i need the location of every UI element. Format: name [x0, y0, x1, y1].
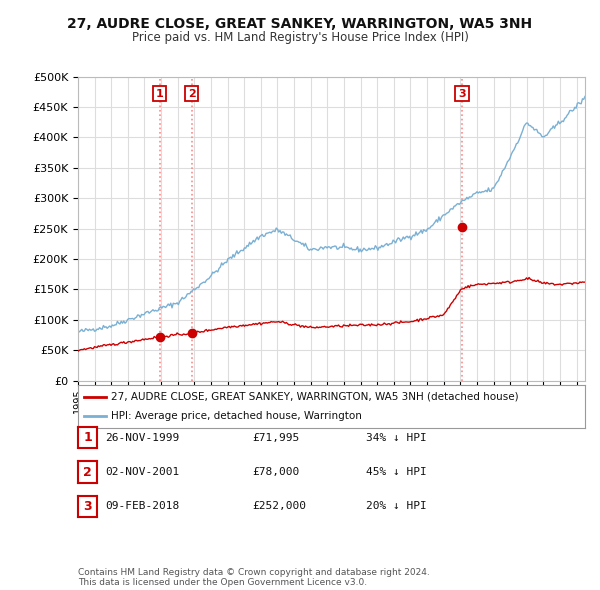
Text: £71,995: £71,995	[252, 433, 299, 442]
Text: 1: 1	[83, 431, 92, 444]
Text: 3: 3	[83, 500, 92, 513]
Text: 2: 2	[83, 466, 92, 478]
Text: 34% ↓ HPI: 34% ↓ HPI	[366, 433, 427, 442]
Text: £252,000: £252,000	[252, 502, 306, 511]
Text: 09-FEB-2018: 09-FEB-2018	[105, 502, 179, 511]
Text: Price paid vs. HM Land Registry's House Price Index (HPI): Price paid vs. HM Land Registry's House …	[131, 31, 469, 44]
Text: 26-NOV-1999: 26-NOV-1999	[105, 433, 179, 442]
Text: HPI: Average price, detached house, Warrington: HPI: Average price, detached house, Warr…	[111, 411, 362, 421]
Text: 27, AUDRE CLOSE, GREAT SANKEY, WARRINGTON, WA5 3NH: 27, AUDRE CLOSE, GREAT SANKEY, WARRINGTO…	[67, 17, 533, 31]
Text: 2: 2	[188, 88, 196, 99]
Text: 45% ↓ HPI: 45% ↓ HPI	[366, 467, 427, 477]
Text: 1: 1	[156, 88, 164, 99]
Text: Contains HM Land Registry data © Crown copyright and database right 2024.
This d: Contains HM Land Registry data © Crown c…	[78, 568, 430, 587]
Text: 20% ↓ HPI: 20% ↓ HPI	[366, 502, 427, 511]
Text: 02-NOV-2001: 02-NOV-2001	[105, 467, 179, 477]
Text: 3: 3	[458, 88, 466, 99]
Text: 27, AUDRE CLOSE, GREAT SANKEY, WARRINGTON, WA5 3NH (detached house): 27, AUDRE CLOSE, GREAT SANKEY, WARRINGTO…	[111, 392, 518, 402]
Text: £78,000: £78,000	[252, 467, 299, 477]
